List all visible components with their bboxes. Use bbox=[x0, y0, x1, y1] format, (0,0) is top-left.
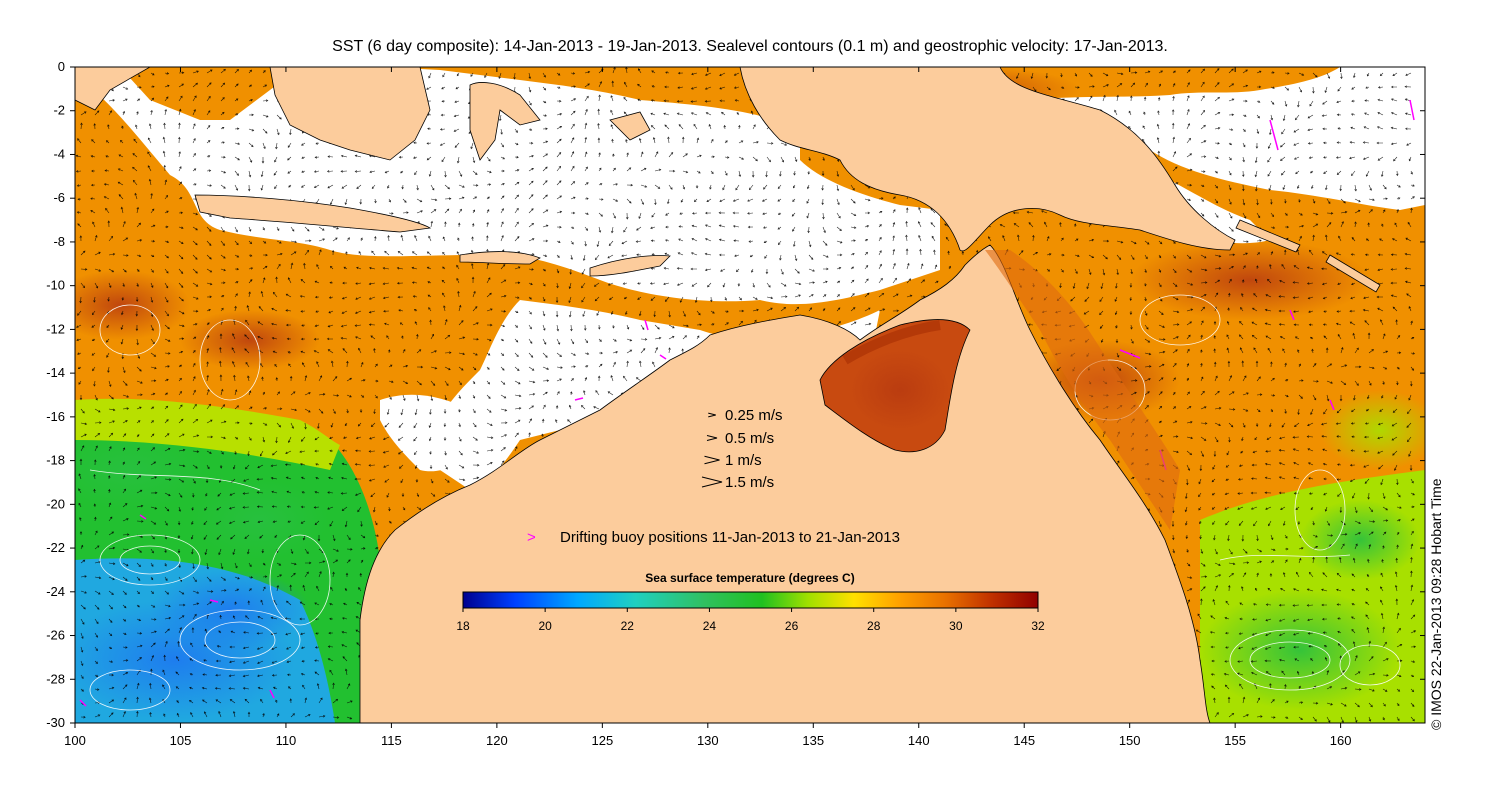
y-tick-label: -10 bbox=[46, 278, 65, 293]
sst-colorbar: Sea surface temperature (degrees C) 18 20… bbox=[456, 571, 1045, 633]
velocity-legend-label: 1.5 m/s bbox=[725, 474, 774, 491]
sst-front-lime bbox=[75, 398, 340, 470]
credit-text: © IMOS 22-Jan-2013 09:28 Hobart Time bbox=[1428, 478, 1444, 730]
y-tick-label: -6 bbox=[53, 190, 65, 205]
plot-frame bbox=[74, 66, 1426, 724]
velocity-legend-arrow bbox=[701, 476, 723, 488]
velocity-legend-label: 1 m/s bbox=[725, 452, 762, 469]
map-title: SST (6 day composite): 14-Jan-2013 - 19-… bbox=[332, 38, 1168, 55]
buoy-legend-label: Drifting buoy positions 11-Jan-2013 to 2… bbox=[560, 529, 900, 546]
velocity-legend-arrow bbox=[708, 412, 716, 418]
x-tick-label: 140 bbox=[908, 733, 930, 748]
x-tick-label: 160 bbox=[1330, 733, 1352, 748]
land-sumatra bbox=[75, 67, 151, 111]
velocity-legend-arrow bbox=[704, 455, 720, 465]
velocity-legend-arrow bbox=[706, 435, 718, 441]
y-tick-label: -22 bbox=[46, 540, 65, 555]
land-new-guinea bbox=[739, 67, 1236, 252]
buoy-legend: > Drifting buoy positions 11-Jan-2013 to… bbox=[527, 529, 900, 546]
colorbar-tick-label: 20 bbox=[538, 619, 552, 633]
velocity-legend-label: 0.25 m/s bbox=[725, 407, 783, 424]
x-tick-label: 130 bbox=[697, 733, 719, 748]
colorbar-tick-label: 30 bbox=[949, 619, 963, 633]
land-sulawesi bbox=[469, 82, 541, 161]
y-tick-label: 0 bbox=[58, 59, 65, 74]
x-tick-label: 100 bbox=[64, 733, 86, 748]
buoy-marker: > bbox=[527, 529, 536, 546]
y-tick-label: -8 bbox=[53, 234, 65, 249]
plot-area bbox=[75, 67, 1425, 723]
x-tick-label: 150 bbox=[1119, 733, 1141, 748]
colorbar-ticks: 18 20 22 24 26 28 30 32 bbox=[456, 608, 1045, 633]
y-axis-ticks: 0 -2 -4 -6 -8 -10 -12 -14 -16 -18 -20 -22 -24 -26 -28 -… bbox=[46, 59, 1425, 730]
colorbar-tick-label: 22 bbox=[621, 619, 635, 633]
colorbar-title: Sea surface temperature (degrees C) bbox=[645, 571, 854, 585]
colorbar-tick-label: 26 bbox=[785, 619, 799, 633]
y-tick-label: -16 bbox=[46, 409, 65, 424]
y-tick-label: -24 bbox=[46, 584, 65, 599]
land-java bbox=[194, 194, 432, 233]
y-tick-label: -20 bbox=[46, 496, 65, 511]
x-tick-label: 145 bbox=[1013, 733, 1035, 748]
colorbar-tick-label: 24 bbox=[703, 619, 717, 633]
colorbar-tick-label: 18 bbox=[456, 619, 470, 633]
y-tick-label: -12 bbox=[46, 321, 65, 336]
y-tick-label: -4 bbox=[53, 146, 65, 161]
x-tick-label: 120 bbox=[486, 733, 508, 748]
y-tick-label: -26 bbox=[46, 628, 65, 643]
velocity-legend: 0.25 m/s 0.5 m/s 1 m/s 1.5 m/s bbox=[701, 407, 783, 491]
y-tick-label: -14 bbox=[46, 365, 65, 380]
x-tick-label: 105 bbox=[170, 733, 192, 748]
colorbar-tick-label: 28 bbox=[867, 619, 881, 633]
land-borneo bbox=[269, 67, 431, 161]
x-tick-label: 135 bbox=[802, 733, 824, 748]
colorbar-tick-label: 32 bbox=[1031, 619, 1045, 633]
y-tick-label: -2 bbox=[53, 103, 65, 118]
x-axis-ticks: 100 105 110 115 120 125 130 135 140 145 150 155 160 bbox=[64, 67, 1351, 748]
y-tick-label: -18 bbox=[46, 453, 65, 468]
x-tick-label: 115 bbox=[381, 733, 402, 748]
velocity-legend-label: 0.5 m/s bbox=[725, 430, 774, 447]
x-tick-label: 155 bbox=[1224, 733, 1246, 748]
land-timor bbox=[589, 255, 671, 277]
x-tick-label: 125 bbox=[591, 733, 613, 748]
x-tick-label: 110 bbox=[276, 733, 297, 748]
colorbar-gradient bbox=[462, 591, 1039, 609]
y-tick-label: -28 bbox=[46, 671, 65, 686]
y-tick-label: -30 bbox=[46, 715, 65, 730]
